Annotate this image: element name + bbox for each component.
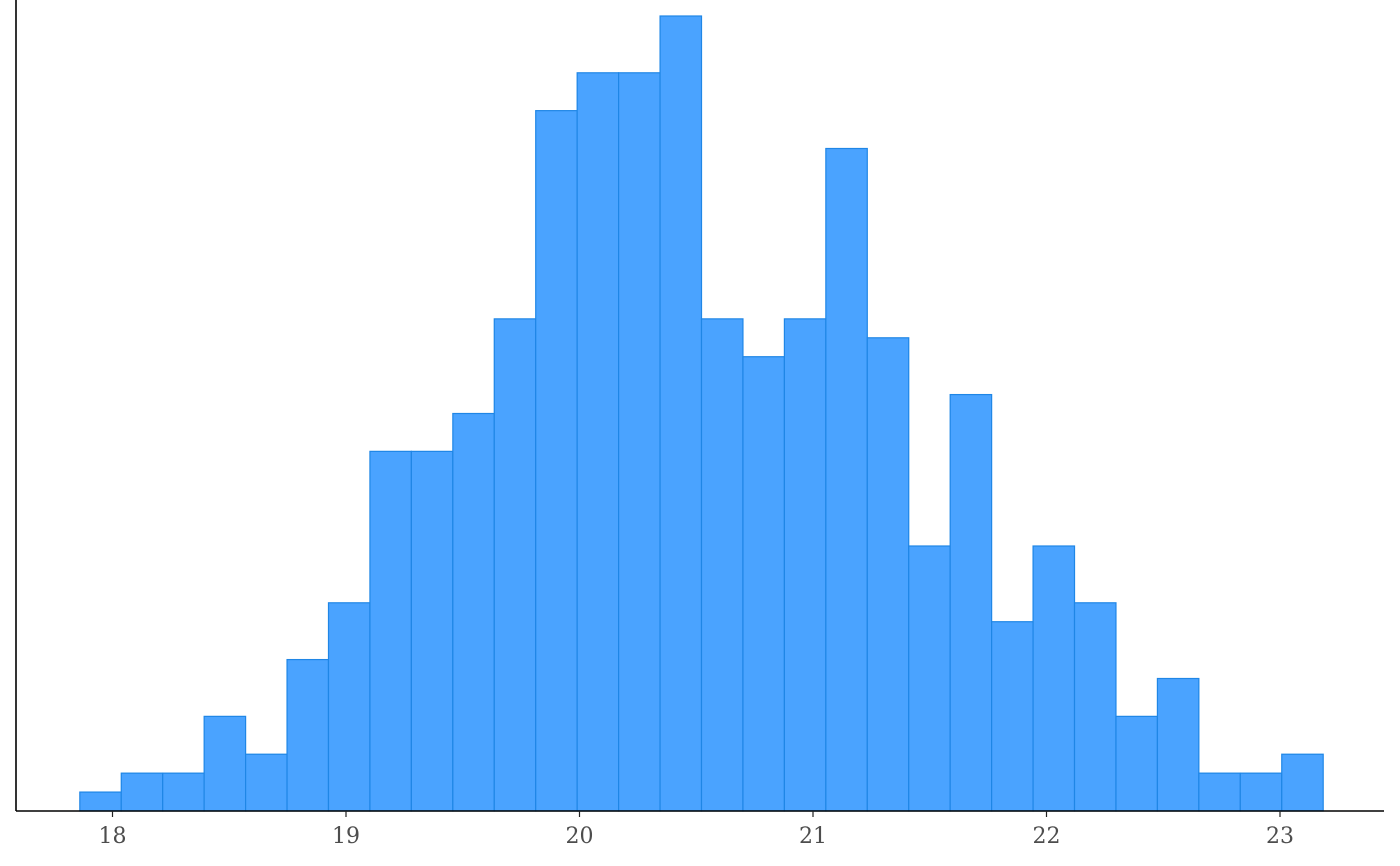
histogram-bar: [825, 147, 868, 812]
x-tick-label: 22: [1033, 824, 1061, 849]
histogram-bar: [369, 450, 412, 812]
x-axis-ticks: 18 19 20 21 22 23: [99, 811, 1294, 849]
histogram-bar: [493, 318, 537, 812]
histogram-bar: [991, 621, 1034, 812]
histogram-bar: [452, 412, 495, 812]
histogram-bar: [618, 72, 661, 812]
x-tick-label: 18: [99, 824, 127, 849]
x-tick-label: 20: [566, 824, 594, 849]
histogram-bar: [535, 110, 578, 812]
x-tick-label: 21: [799, 824, 827, 849]
x-tick-label: 23: [1266, 824, 1294, 849]
histogram-bar: [1073, 602, 1117, 812]
histogram-bar: [659, 15, 703, 812]
histogram-bar: [327, 602, 371, 812]
histogram-bar: [1239, 772, 1283, 812]
histogram-bar: [1032, 545, 1076, 812]
histogram-bar: [1198, 772, 1241, 812]
histogram-bar: [245, 753, 288, 812]
histogram-bar: [576, 72, 620, 812]
histogram-bar: [1281, 753, 1324, 812]
histogram-bar: [783, 318, 827, 812]
histogram-bar: [866, 337, 910, 812]
histogram-bar: [700, 318, 744, 812]
histogram-bar: [286, 658, 330, 812]
bars-layer: [79, 15, 1324, 812]
histogram-bar: [120, 772, 164, 812]
histogram-bar: [410, 450, 454, 812]
histogram-bar: [162, 772, 205, 812]
histogram-bar: [1115, 715, 1159, 812]
histogram-bar: [1156, 677, 1200, 812]
histogram-bar: [949, 393, 993, 812]
histogram-bar: [79, 791, 122, 812]
histogram-bar: [908, 545, 951, 812]
x-tick-label: 19: [332, 824, 360, 849]
histogram-bar: [203, 715, 247, 812]
histogram-bar: [742, 356, 786, 812]
